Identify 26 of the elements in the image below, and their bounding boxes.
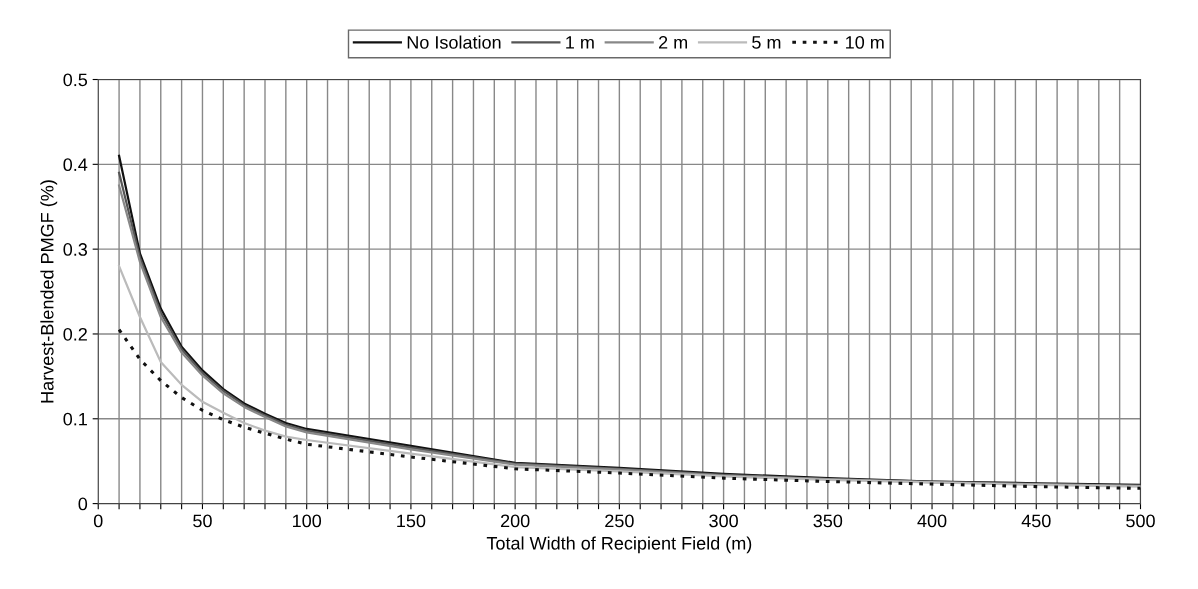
line-series [117,265,1141,488]
x-tick-label: 250 [605,514,634,528]
x-tick-label: 400 [917,514,947,528]
y-tick-label: 0.5 [63,73,88,87]
x-tick-label: 150 [397,514,426,528]
x-tick-label: 300 [709,514,738,528]
x-tick-label: 100 [293,514,322,528]
legend-label: 1 m [566,36,594,49]
legend-label: 10 m [846,35,884,49]
y-tick-label: 0.3 [63,243,88,256]
x-tick-label: 450 [1021,514,1051,528]
x-axis-title: Total Width of Recipient Field (m) [486,536,752,554]
x-tick-label: 200 [500,514,530,528]
y-tick-label: 0 [78,497,88,511]
y-tick-label: 0.2 [63,327,87,341]
legend-label: 5 m [752,36,781,49]
x-tick-label: 0 [93,514,103,528]
x-tick-label: 500 [1126,514,1155,528]
y-tick-label: 0.1 [63,412,87,426]
legend-label: 2 m [659,35,688,49]
line-series [117,328,1141,490]
x-tick-label: 50 [193,514,212,528]
y-axis-title: Harvest-Blended PMGF (%) [40,180,58,403]
y-tick-label: 0.4 [63,158,88,172]
legend-label: No Isolation [407,35,501,49]
x-tick-label: 350 [813,514,843,528]
